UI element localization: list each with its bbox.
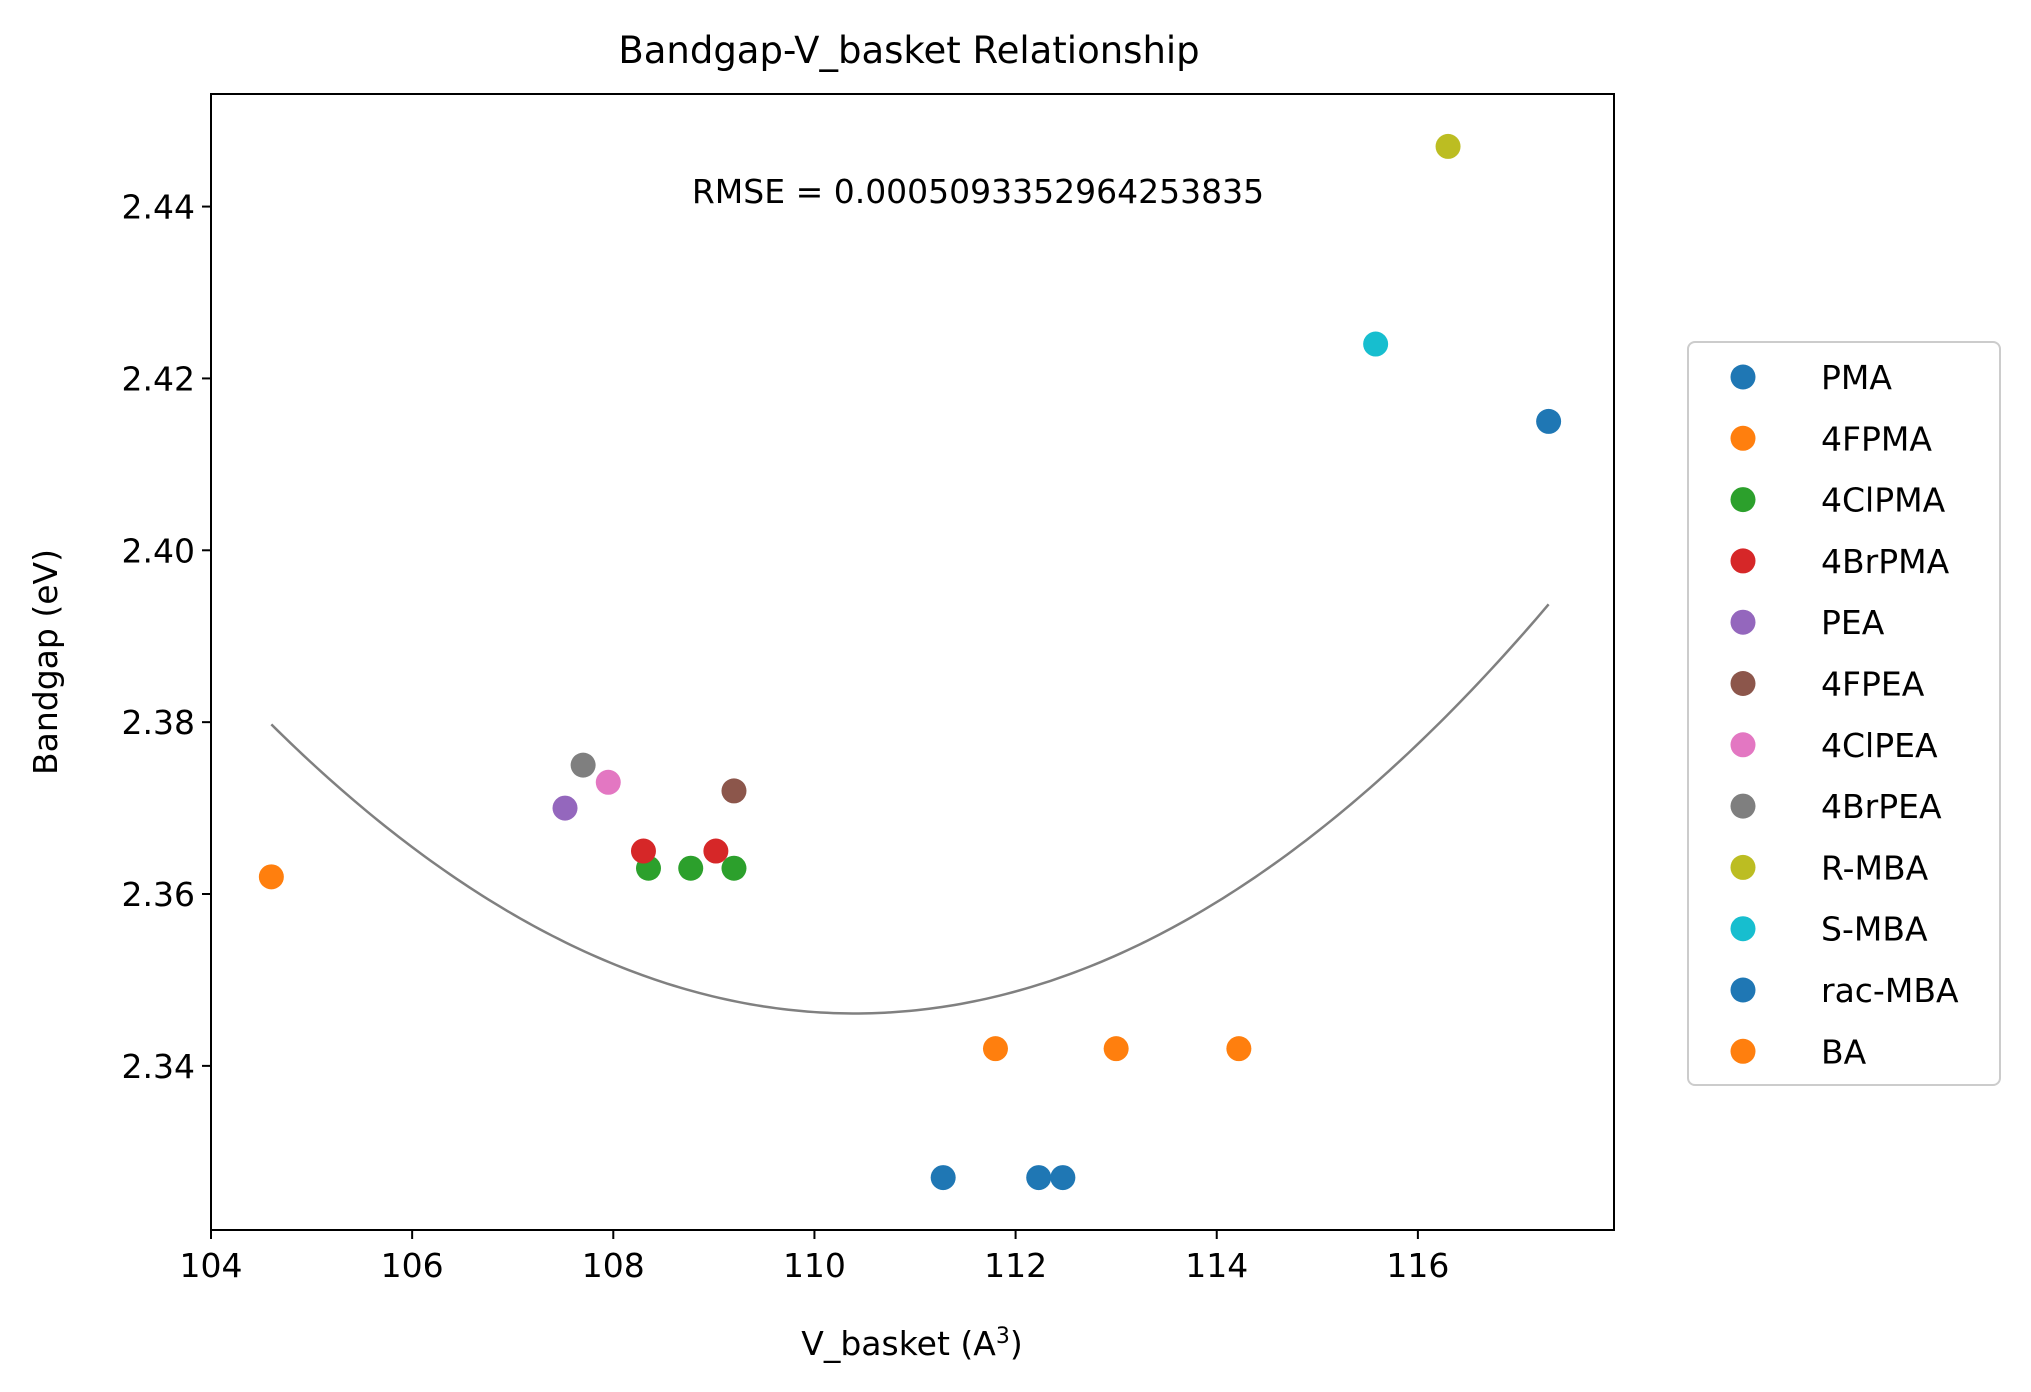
data-point-4fpma (258, 864, 284, 890)
x-tick-label: 106 (381, 1246, 444, 1285)
legend-label-4brpma: 4BrPMA (1821, 542, 1950, 581)
legend-label-4clpma: 4ClPMA (1821, 481, 1946, 520)
data-point-4clpea (595, 769, 621, 795)
y-tick-label: 2.34 (122, 1047, 195, 1086)
legend-label-pea: PEA (1821, 603, 1885, 642)
legend-frame (1687, 341, 2001, 1086)
data-point-r-mba (1435, 133, 1461, 159)
x-tick-label: 116 (1386, 1246, 1449, 1285)
x-tick-label: 108 (582, 1246, 645, 1285)
x-axis-label-main: V_basket (A (801, 1324, 996, 1363)
legend: PMA 4FPMA 4ClPMA 4BrPMA PEA 4FPEA 4ClPEA 4BrPEA… (1687, 341, 2001, 1086)
data-point-ba (1226, 1036, 1252, 1062)
data-point-ba (982, 1036, 1008, 1062)
legend-label-4brpea: 4BrPEA (1821, 787, 1942, 826)
y-tick-label: 2.38 (122, 703, 195, 742)
data-point-rac-mba (1050, 1165, 1076, 1191)
x-tick-label: 114 (1185, 1246, 1248, 1285)
legend-label-pma: PMA (1821, 358, 1892, 397)
y-tick-label: 2.44 (122, 188, 195, 227)
y-axis-label: Bandgap (eV) (26, 549, 65, 775)
y-tick-label: 2.36 (122, 875, 195, 914)
legend-label-4clpea: 4ClPEA (1821, 726, 1938, 765)
x-axis-label: V_basket (A3) (801, 1324, 1022, 1364)
legend-marker-s-mba (1730, 916, 1756, 942)
data-point-ba (1103, 1036, 1129, 1062)
legend-marker-pma (1730, 364, 1756, 390)
legend-marker-4fpma (1730, 425, 1756, 451)
legend-label-4fpma: 4FPMA (1821, 419, 1932, 458)
x-axis-label-superscript: 3 (996, 1324, 1010, 1349)
legend-marker-rac-mba (1730, 977, 1756, 1003)
legend-marker-r-mba (1730, 854, 1756, 880)
x-axis-ticks: 104 106 108 110 112 114 116 (180, 1230, 1449, 1285)
fit-curve-layer (270, 603, 1550, 1015)
legend-marker-4clpea (1730, 732, 1756, 758)
legend-label-ba: BA (1821, 1032, 1867, 1071)
data-point-4clpma (678, 855, 704, 881)
data-point-rac-mba (930, 1165, 956, 1191)
legend-marker-4clpma (1730, 487, 1756, 513)
legend-marker-4fpea (1730, 671, 1756, 696)
y-tick-label: 2.42 (122, 359, 195, 398)
axes-frame (210, 93, 1615, 1231)
y-tick-label: 2.40 (122, 531, 195, 570)
fit-curve-line (270, 603, 1550, 1015)
x-tick-label: 104 (180, 1246, 243, 1285)
scatter-points-layer (258, 133, 1562, 1191)
legend-marker-4brpea (1730, 793, 1756, 819)
data-point-4fpea (721, 778, 747, 804)
rmse-annotation: RMSE = 0.0005093352964253835 (692, 172, 1264, 211)
legend-marker-4brpma (1730, 548, 1756, 574)
data-point-4brpma (630, 838, 656, 864)
chart-title: Bandgap-V_basket Relationship (618, 29, 1199, 72)
y-axis-ticks: 2.34 2.36 2.38 2.40 2.42 2.44 (122, 188, 211, 1086)
data-point-rac-mba (1026, 1165, 1052, 1191)
plot-area: RMSE = 0.0005093352964253835 (210, 93, 1615, 1231)
x-tick-label: 110 (783, 1246, 846, 1285)
x-axis-label-suffix: ) (1010, 1324, 1023, 1363)
legend-label-rac-mba: rac-MBA (1821, 971, 1959, 1010)
data-point-4brpea (570, 752, 596, 778)
legend-label-4fpea: 4FPEA (1821, 665, 1925, 704)
data-point-pea (552, 795, 578, 821)
legend-marker-pea (1730, 609, 1756, 635)
legend-items: PMA 4FPMA 4ClPMA 4BrPMA PEA 4FPEA 4ClPEA 4BrPEA… (1730, 358, 1959, 1071)
data-point-s-mba (1363, 331, 1389, 357)
legend-label-r-mba: R-MBA (1821, 848, 1929, 887)
data-point-4clpma (721, 855, 747, 881)
data-point-pma (1536, 408, 1562, 434)
data-point-4brpma (703, 838, 729, 864)
legend-marker-ba (1730, 1038, 1756, 1064)
legend-label-s-mba: S-MBA (1821, 910, 1928, 949)
x-tick-label: 112 (984, 1246, 1047, 1285)
